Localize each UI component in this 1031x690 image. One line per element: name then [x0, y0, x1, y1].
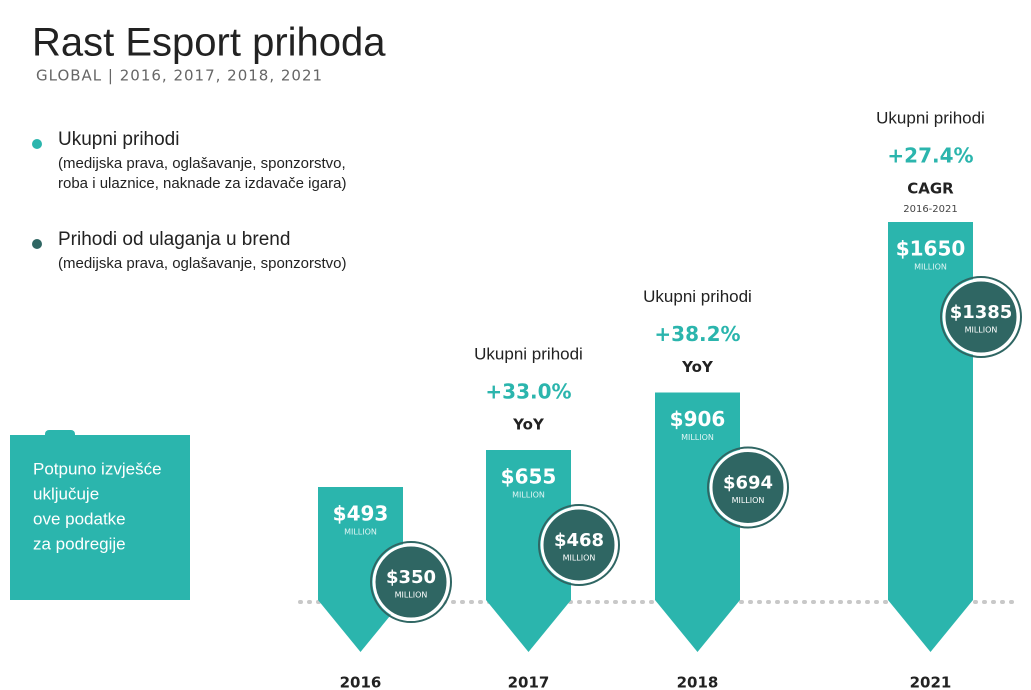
unit-label: MILLION: [563, 553, 596, 562]
growth-basis: YoY: [681, 358, 714, 376]
circle-value-label: $1385: [950, 302, 1013, 323]
growth-basis: CAGR: [907, 180, 954, 198]
growth-heading: Ukupni prihodi: [474, 344, 583, 363]
unit-label: MILLION: [681, 433, 714, 442]
side-note: ove podatke: [33, 509, 126, 528]
growth-rate: +27.4%: [887, 144, 973, 168]
side-note: Potpuno izvješće: [33, 459, 162, 478]
x-tick-label: 2016: [340, 674, 382, 690]
x-tick-label: 2018: [677, 674, 719, 690]
brand-circle: [942, 278, 1020, 356]
x-tick-label: 2021: [910, 674, 952, 690]
growth-basis: YoY: [512, 415, 545, 433]
unit-label: MILLION: [395, 591, 428, 600]
side-box: [10, 435, 190, 600]
bar: [655, 392, 740, 652]
brand-ring: [940, 276, 1022, 358]
title: Rast Esport prihoda: [32, 21, 386, 65]
circle-value-label: $468: [554, 530, 604, 551]
growth-heading: Ukupni prihodi: [876, 108, 985, 127]
subtitle: GLOBAL | 2016, 2017, 2018, 2021: [36, 67, 323, 85]
unit-label: MILLION: [914, 263, 947, 272]
brand-circle: [372, 543, 450, 621]
legend-dot: [32, 239, 42, 249]
growth-heading: Ukupni prihodi: [643, 287, 752, 306]
brand-circle: [709, 448, 787, 526]
growth-period: 2016-2021: [903, 204, 958, 215]
legend-label: Ukupni prihodi: [58, 129, 179, 150]
unit-label: MILLION: [344, 528, 377, 537]
legend-description: (medijska prava, oglašavanje, sponzorstv…: [58, 155, 346, 172]
x-tick-label: 2017: [508, 674, 550, 690]
unit-label: MILLION: [965, 326, 998, 335]
brand-ring: [707, 446, 789, 529]
side-note: uključuje: [33, 484, 99, 503]
legend-dot: [32, 139, 42, 149]
legend-description: (medijska prava, oglašavanje, sponzorstv…: [58, 255, 346, 272]
side-note: za podregije: [33, 534, 126, 553]
growth-rate: +33.0%: [485, 379, 571, 403]
bar-value-label: $906: [670, 407, 726, 431]
unit-label: MILLION: [512, 490, 545, 499]
brand-ring: [370, 541, 452, 624]
circle-value-label: $694: [723, 472, 773, 493]
legend-label: Prihodi od ulaganja u brend: [58, 229, 290, 250]
bar-value-label: $1650: [896, 237, 966, 261]
brand-ring: [538, 503, 620, 586]
circle-value-label: $350: [386, 567, 436, 588]
bar-value-label: $655: [501, 464, 557, 488]
growth-rate: +38.2%: [654, 322, 740, 346]
bar-value-label: $493: [333, 502, 389, 526]
unit-label: MILLION: [732, 496, 765, 505]
bar: [486, 449, 571, 652]
brand-circle: [540, 506, 618, 584]
legend-description: roba i ulaznice, naknade za izdavače iga…: [58, 175, 347, 192]
